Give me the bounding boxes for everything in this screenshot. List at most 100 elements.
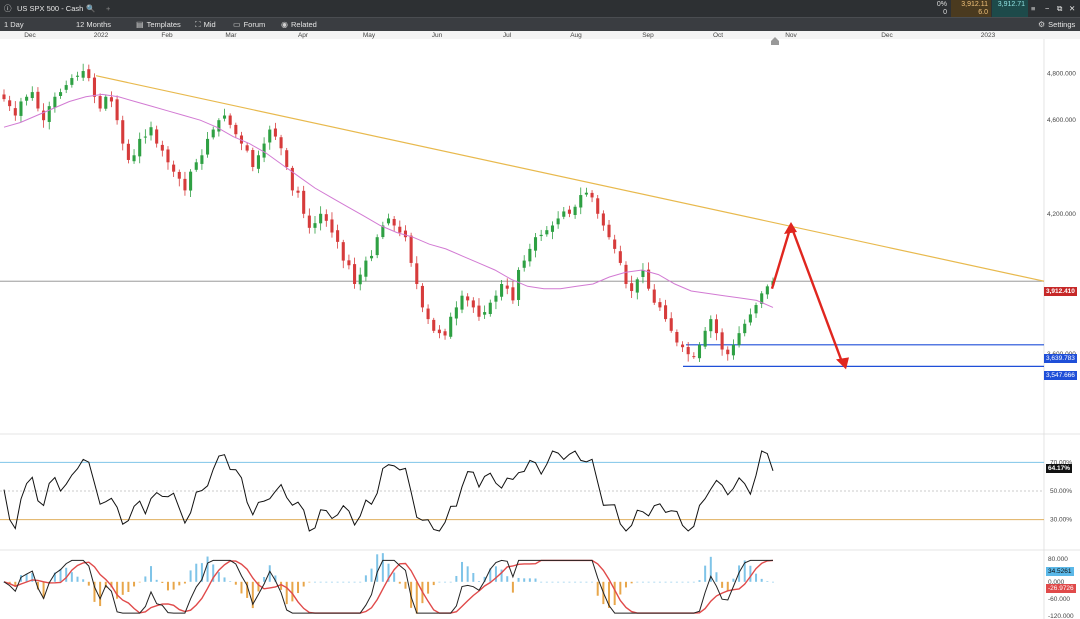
macd-histogram-bar — [772, 581, 774, 583]
search-icon[interactable]: 🔍 — [86, 4, 96, 13]
macd-histogram-bar — [579, 581, 582, 583]
candle-body — [697, 344, 702, 359]
range-select[interactable]: 12 Months — [76, 19, 111, 31]
rsi-tick-label: 30.00% — [1050, 517, 1072, 524]
window-menu-icon[interactable]: ≡ — [1031, 4, 1036, 13]
candle-body — [539, 234, 543, 237]
support-lower-label: 3,547.666 — [1044, 371, 1077, 380]
candle-body — [607, 224, 611, 238]
candle-body — [115, 99, 119, 121]
minimize-icon[interactable]: − — [1045, 4, 1050, 13]
mid-button[interactable]: ⛶ Mid — [195, 19, 216, 31]
candle-body — [584, 192, 588, 195]
macd-histogram-bar — [630, 581, 633, 584]
y-tick-label: 4,600.000 — [1047, 117, 1076, 124]
x-tick-label: 2022 — [94, 32, 109, 39]
macd-histogram-bar — [404, 581, 407, 589]
candle-body — [30, 92, 34, 99]
interval-label: 1 Day — [4, 20, 24, 29]
macd-histogram-bar — [692, 581, 695, 583]
candle-body — [59, 92, 63, 96]
macd-value-label: 34.5261 — [1046, 567, 1074, 576]
macd-histogram-bar — [596, 581, 599, 596]
x-tick-label: Oct — [713, 32, 723, 39]
candle-body — [579, 195, 583, 208]
candle-body — [528, 248, 532, 262]
candle-body — [624, 264, 628, 284]
candle-body — [98, 96, 102, 109]
candle-body — [324, 214, 328, 221]
macd-histogram-bar — [257, 581, 260, 592]
forum-icon: ▭ — [233, 20, 241, 29]
candle-body — [228, 115, 232, 125]
templates-button[interactable]: ▤ Templates — [136, 19, 181, 31]
macd-histogram-bar — [370, 568, 373, 582]
candle-body — [415, 263, 419, 284]
macd-histogram-bar — [161, 581, 164, 583]
chart-area[interactable]: Dec 2022 Feb Mar Apr May Jun Jul Aug Sep Oct Nov Dec… — [0, 31, 1080, 619]
macd-histogram-bar — [59, 568, 62, 582]
candle-body — [75, 75, 80, 77]
candle-body — [307, 215, 311, 228]
macd-histogram-bar — [608, 581, 611, 608]
candle-body — [290, 167, 294, 191]
candle-body — [138, 138, 142, 157]
interval-select[interactable]: 1 Day — [4, 19, 24, 31]
candle-body — [19, 101, 23, 116]
macd-histogram-bar — [591, 581, 594, 583]
macd-histogram-bar — [427, 581, 430, 594]
candle-body — [545, 230, 549, 235]
add-tab-icon[interactable]: + — [106, 4, 111, 13]
popout-icon[interactable]: ⧉ — [1057, 4, 1063, 13]
forum-button[interactable]: ▭ Forum — [233, 19, 265, 31]
macd-histogram-bar — [721, 581, 724, 588]
macd-histogram-bar — [585, 581, 588, 583]
rsi-tick-label: 50.00% — [1050, 488, 1072, 495]
related-button[interactable]: ◉ Related — [281, 19, 317, 31]
rsi-value-label: 64.17% — [1046, 464, 1073, 473]
macd-histogram-bar — [246, 581, 249, 598]
macd-histogram-bar — [110, 581, 113, 588]
bid-button[interactable]: 3,912.11 6.0 — [951, 0, 991, 17]
candle-body — [172, 164, 176, 172]
macd-histogram-bar — [636, 581, 639, 583]
candle-body — [562, 211, 566, 217]
candle-body — [748, 314, 752, 323]
macd-histogram-bar — [200, 563, 203, 582]
candle-body — [652, 289, 656, 303]
candle-body — [268, 129, 272, 143]
macd-histogram-bar — [534, 578, 537, 582]
candle-body — [703, 330, 707, 347]
close-icon[interactable]: ✕ — [1069, 4, 1076, 13]
ask-button[interactable]: 3,912.71 — [992, 0, 1028, 17]
settings-button[interactable]: ⚙ Settings — [1038, 19, 1075, 31]
macd-histogram-bar — [223, 577, 226, 582]
arrow-up-line — [770, 225, 793, 290]
candle-body — [183, 178, 187, 191]
candle-body — [596, 198, 600, 214]
candle-body — [443, 331, 447, 336]
macd-histogram-bar — [14, 581, 17, 587]
candle-body — [386, 218, 391, 224]
support-upper-label: 3,639.783 — [1044, 354, 1077, 363]
candle-body — [743, 323, 747, 334]
macd-histogram-bar — [308, 581, 311, 583]
candle-body — [92, 77, 97, 97]
candle-body — [720, 332, 724, 350]
candle-body — [675, 331, 679, 343]
chart-toolbar: 1 Day 12 Months ▤ Templates ⛶ Mid ▭ Forum ◉… — [0, 17, 1080, 32]
macd-histogram-bar — [675, 581, 678, 583]
macd-histogram-bar — [99, 581, 102, 607]
macd-histogram-bar — [709, 556, 712, 582]
range-label: 12 Months — [76, 20, 112, 29]
macd-histogram-bar — [268, 565, 271, 582]
macd-histogram-bar — [70, 572, 73, 582]
info-icon[interactable]: ⓘ — [4, 4, 12, 13]
macd-histogram-bar — [477, 581, 480, 582]
macd-histogram-bar — [206, 556, 209, 582]
macd-histogram-bar — [732, 578, 735, 582]
macd-histogram-bar — [749, 565, 752, 582]
templates-label: Templates — [146, 20, 181, 29]
x-tick-label: Jul — [503, 32, 512, 39]
settings-label: Settings — [1048, 20, 1076, 29]
